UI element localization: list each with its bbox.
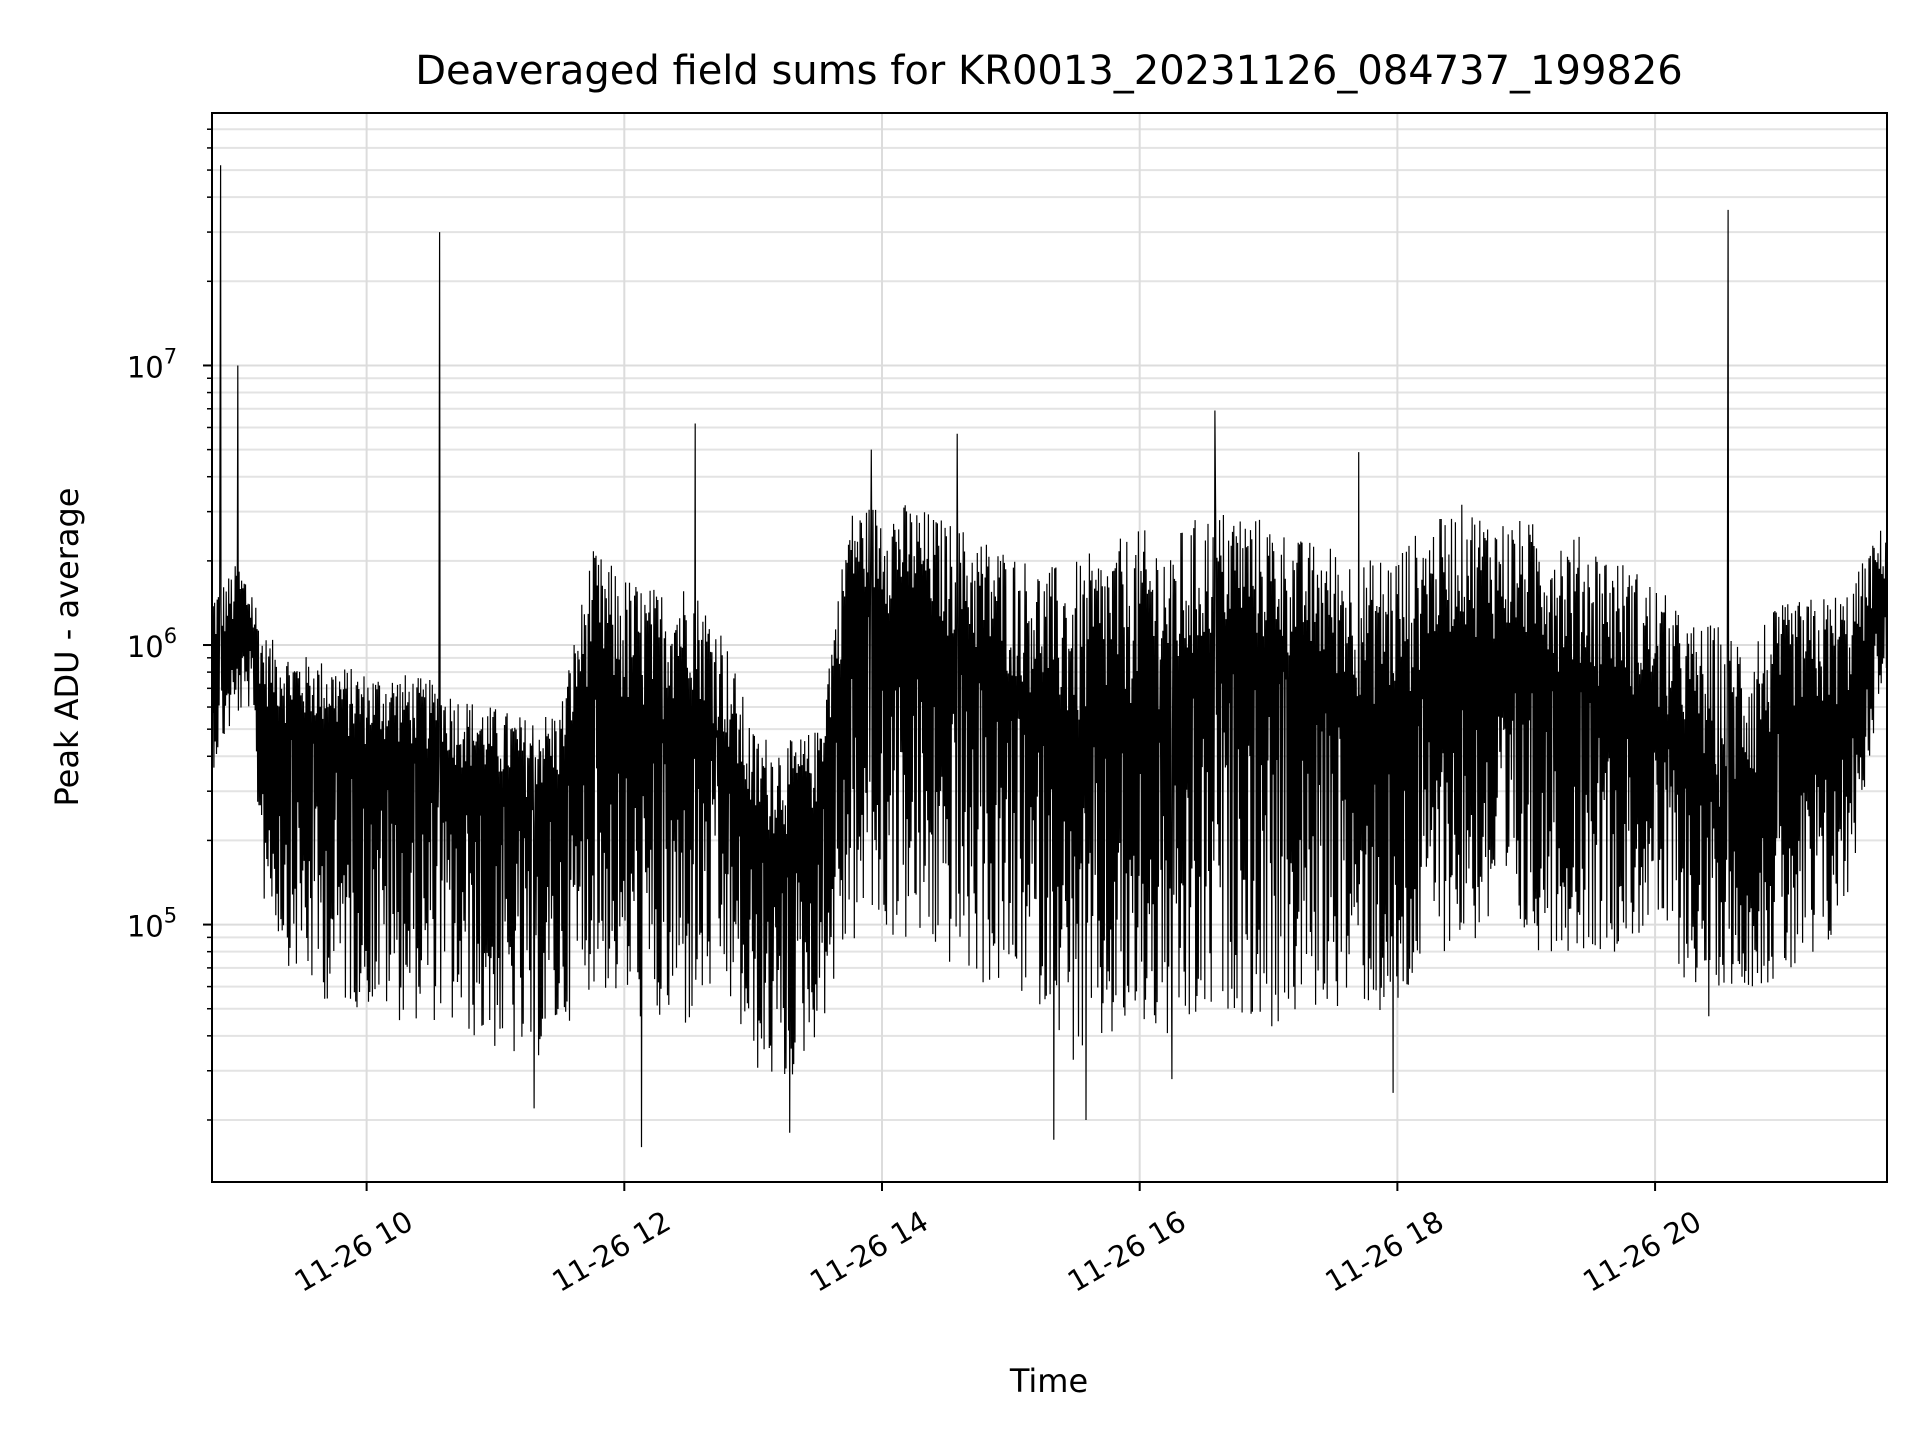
y-tick-label: 107 bbox=[127, 344, 177, 384]
y-tick-label: 106 bbox=[127, 624, 177, 664]
x-tick-label: 11-26 14 bbox=[804, 1204, 934, 1299]
x-tick-label: 11-26 20 bbox=[1577, 1204, 1707, 1299]
x-axis-label: Time bbox=[1009, 1362, 1088, 1400]
series-path bbox=[212, 165, 1887, 1148]
x-axis-ticks: 11-26 10 11-26 12 11-26 14 11-26 16 11-26 18… bbox=[289, 1182, 1707, 1299]
x-tick-label: 11-26 12 bbox=[546, 1204, 676, 1299]
plot-frame bbox=[211, 112, 1888, 1183]
chart-title: Deaveraged field sums for KR0013_2023112… bbox=[415, 48, 1683, 94]
x-tick-label: 11-26 18 bbox=[1319, 1204, 1449, 1299]
x-tick-label: 11-26 16 bbox=[1062, 1204, 1192, 1299]
series-line bbox=[212, 165, 1887, 1148]
y-axis-ticks: 105 106 107 bbox=[127, 128, 212, 1121]
x-tick-label: 11-26 10 bbox=[289, 1204, 419, 1299]
y-tick-label: 105 bbox=[127, 904, 177, 944]
y-axis-label: Peak ADU - average bbox=[48, 488, 86, 807]
